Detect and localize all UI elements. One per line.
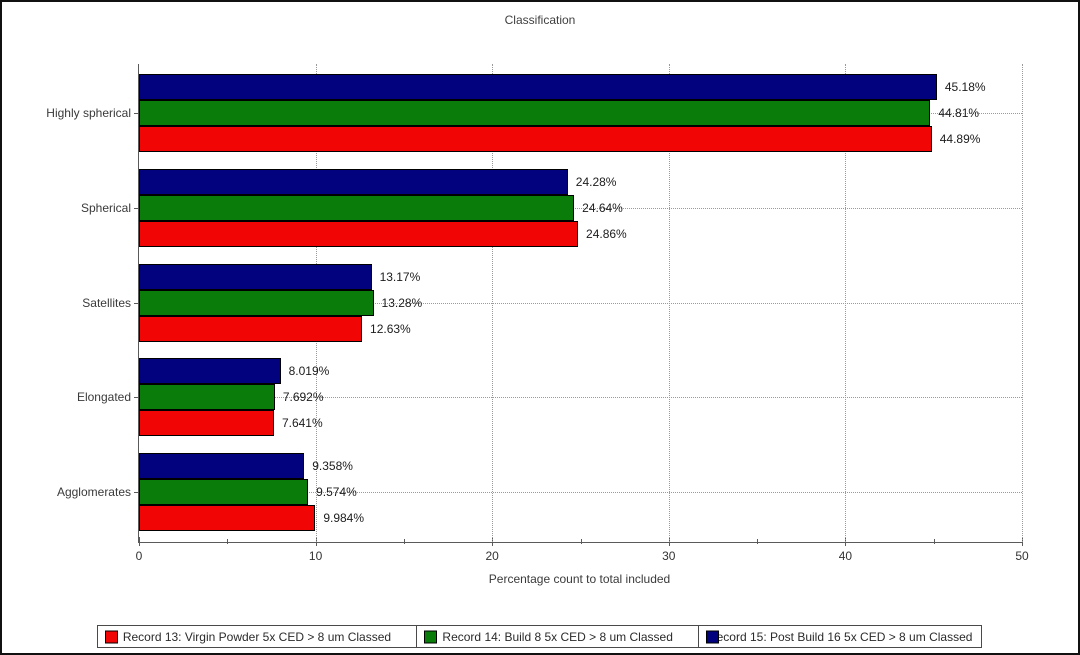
legend-label: Record 14: Build 8 5x CED > 8 um Classed — [442, 629, 673, 644]
bar-value-label: 9.574% — [316, 485, 357, 499]
bar-value-label: 9.984% — [323, 511, 365, 525]
bar-value-label: 7.692% — [282, 390, 324, 405]
bar — [139, 194, 575, 221]
gridline-horizontal — [139, 302, 1022, 304]
x-axis-tick-label: 40 — [838, 549, 853, 563]
x-axis-label: Percentage count to total included — [488, 572, 671, 586]
bar-value-label: 12.63% — [370, 321, 411, 336]
bar — [139, 168, 568, 195]
legend-swatch — [105, 630, 118, 643]
bar-value-label: 24.64% — [582, 200, 623, 215]
gridline-horizontal — [139, 397, 1022, 399]
x-axis-minor-tick — [403, 539, 405, 544]
legend-item: Record 14: Build 8 5x CED > 8 um Classed — [415, 626, 699, 647]
y-axis-category-tick — [134, 492, 139, 493]
bar — [139, 100, 931, 126]
y-axis-category-tick — [134, 207, 139, 209]
bar — [139, 315, 363, 342]
gridline-horizontal — [139, 207, 1022, 209]
bar-value-label: 24.86% — [586, 226, 627, 241]
legend-label: Record 13: Virgin Powder 5x CED > 8 um C… — [122, 629, 392, 644]
bar — [139, 289, 374, 316]
bar — [139, 74, 937, 100]
bar — [139, 505, 316, 531]
bar — [139, 263, 372, 290]
legend-item: Record 15: Post Build 16 5x CED > 8 um C… — [698, 626, 981, 647]
legend-swatch — [706, 630, 720, 643]
bar-value-label: 44.89% — [939, 132, 981, 146]
x-axis-tick-label: 10 — [308, 549, 323, 563]
bar-value-label: 44.81% — [938, 106, 980, 120]
gridline-horizontal — [139, 492, 1022, 493]
x-axis-tick-label: 0 — [135, 549, 143, 563]
bar — [139, 220, 579, 247]
legend: Record 13: Virgin Powder 5x CED > 8 um C… — [97, 625, 982, 648]
bar — [139, 410, 274, 437]
bar-value-label: 13.28% — [381, 295, 423, 310]
bar-value-label: 8.019% — [288, 364, 330, 379]
x-axis-minor-tick — [933, 539, 935, 544]
x-axis-minor-tick — [757, 539, 759, 544]
category-label: Spherical — [80, 200, 131, 215]
bar — [139, 479, 309, 505]
y-axis-category-tick — [134, 302, 139, 304]
category-label: Agglomerates — [56, 485, 131, 499]
legend-label: Record 15: Post Build 16 5x CED > 8 um C… — [707, 629, 973, 644]
chart-title: Classification — [504, 13, 576, 27]
y-axis-category-tick — [134, 397, 139, 399]
legend-swatch — [423, 630, 437, 643]
bar — [139, 453, 305, 479]
x-axis-tick-label: 30 — [662, 549, 676, 563]
category-label: Elongated — [76, 390, 131, 405]
legend-item: Record 13: Virgin Powder 5x CED > 8 um C… — [98, 626, 416, 647]
bar-value-label: 24.28% — [575, 174, 617, 189]
x-axis-major-tick — [139, 537, 140, 546]
gridline-vertical — [1022, 64, 1023, 542]
bar — [139, 358, 281, 385]
bar-value-label: 7.641% — [281, 416, 323, 431]
bar — [139, 384, 275, 411]
y-axis-category-tick — [134, 113, 139, 114]
x-axis-minor-tick — [580, 539, 582, 544]
x-axis-tick-label: 20 — [485, 549, 499, 563]
x-axis-tick-label: 50 — [1015, 549, 1029, 563]
x-axis-minor-tick — [227, 539, 229, 544]
category-label: Highly spherical — [46, 106, 131, 120]
bar-value-label: 45.18% — [944, 80, 986, 94]
bar-value-label: 9.358% — [312, 459, 353, 473]
category-label: Satellites — [82, 295, 131, 310]
plot-area: 0 10 20 30 40 50 Highly spherical 45.18% 44.81% 4… — [46, 64, 1029, 563]
bar-value-label: 13.17% — [379, 269, 421, 284]
bar — [139, 126, 932, 152]
